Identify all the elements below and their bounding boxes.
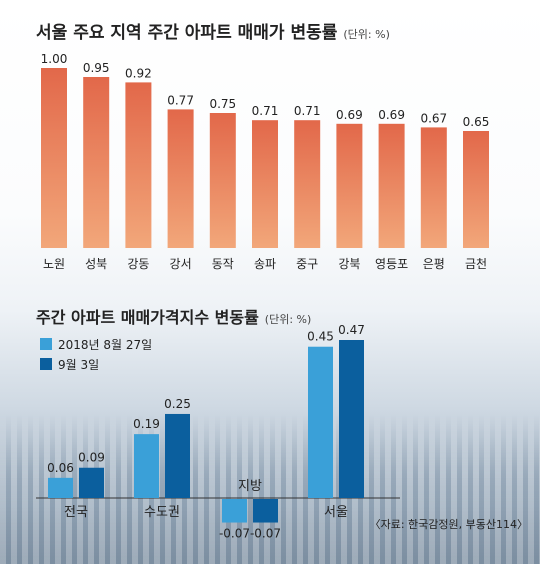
bar-value-label-1-series-1: 0.06 — [47, 461, 74, 475]
bar-4-series-1 — [308, 346, 333, 498]
legend-item-series-2: 9월 3일 — [40, 354, 152, 374]
bar-4-series-2 — [339, 340, 364, 498]
category-label-8: 강북 — [338, 257, 360, 271]
bar-value-label-2-series-1: 0.19 — [133, 417, 160, 431]
bar-1 — [41, 68, 67, 248]
bar-value-label-3-series-2: -0.07 — [250, 527, 281, 541]
bar-value-label-8: 0.69 — [336, 108, 363, 122]
chart-1: 1.00 노원 0.95 성북 0.92 강동 0.77 강서 0.75 동작 0.71 송파 0.71… — [41, 52, 490, 271]
bar-value-label-4-series-2: 0.47 — [338, 323, 365, 337]
category-label-6: 송파 — [254, 257, 276, 271]
bar-11 — [463, 131, 489, 248]
legend-swatch-series-1 — [40, 338, 52, 350]
legend-swatch-series-2 — [40, 358, 52, 370]
category-label-10: 은평 — [423, 257, 445, 271]
bar-value-label-7: 0.71 — [294, 104, 321, 118]
category-label-1: 노원 — [43, 257, 65, 271]
category-label-1: 전국 — [64, 505, 88, 520]
category-label-7: 중구 — [296, 257, 318, 271]
bar-value-label-11: 0.65 — [463, 115, 490, 129]
legend-label-series-2: 9월 3일 — [58, 357, 100, 372]
bar-8 — [336, 123, 363, 248]
bar-4 — [167, 109, 194, 249]
bar-value-label-2-series-2: 0.25 — [164, 397, 191, 411]
source-note: 〈자료: 한국감정원, 부동산114〉 — [369, 518, 528, 531]
bar-value-label-3-series-1: -0.07 — [219, 527, 250, 541]
bar-value-label-3: 0.92 — [125, 66, 152, 80]
bar-2-series-2 — [165, 413, 190, 498]
bar-value-label-1: 1.00 — [41, 52, 68, 66]
chart-2-title: 주간 아파트 매매가격지수 변동률 (단위: %) — [36, 308, 312, 327]
category-label-5: 동작 — [212, 257, 234, 271]
category-label-2: 수도권 — [144, 505, 180, 520]
bar-3 — [125, 82, 152, 249]
bar-value-label-4: 0.77 — [167, 93, 194, 107]
bar-value-label-9: 0.69 — [378, 108, 405, 122]
bar-value-label-10: 0.67 — [420, 111, 447, 125]
chart-2-legend: 2018년 8월 27일 9월 3일 — [40, 334, 152, 374]
category-label-2: 성북 — [85, 257, 107, 271]
bar-value-label-1-series-2: 0.09 — [78, 451, 105, 465]
legend-item-series-1: 2018년 8월 27일 — [40, 334, 152, 354]
bar-value-label-2: 0.95 — [83, 61, 110, 75]
bar-1-series-2 — [79, 467, 104, 498]
bar-2-series-1 — [134, 434, 159, 498]
legend-label-series-1: 2018년 8월 27일 — [58, 337, 153, 352]
bar-value-label-4-series-1: 0.45 — [307, 330, 334, 344]
category-label-4: 서울 — [324, 505, 348, 520]
bar-value-label-6: 0.71 — [252, 104, 279, 118]
category-label-4: 강서 — [170, 257, 192, 271]
category-label-9: 영등포 — [375, 257, 408, 271]
bar-3-series-2 — [253, 499, 278, 523]
category-label-11: 금천 — [465, 256, 487, 271]
bar-1-series-1 — [48, 477, 73, 498]
bar-7 — [294, 120, 321, 248]
bar-6 — [252, 120, 278, 248]
bar-5 — [209, 113, 236, 248]
category-label-3: 지방 — [238, 479, 262, 494]
category-label-3: 강동 — [127, 257, 149, 271]
bar-9 — [378, 123, 405, 248]
chart-1-title: 서울 주요 지역 주간 아파트 매매가 변동률 (단위: %) — [36, 23, 390, 43]
bar-value-label-5: 0.75 — [209, 97, 236, 111]
bar-3-series-1 — [222, 499, 247, 523]
bar-2 — [83, 77, 110, 248]
bar-10 — [420, 127, 447, 248]
chart-2: 0.06 0.09 전국 0.19 0.25 수도권 -0.07 -0.07 지방 0.45 0.4… — [36, 323, 400, 541]
